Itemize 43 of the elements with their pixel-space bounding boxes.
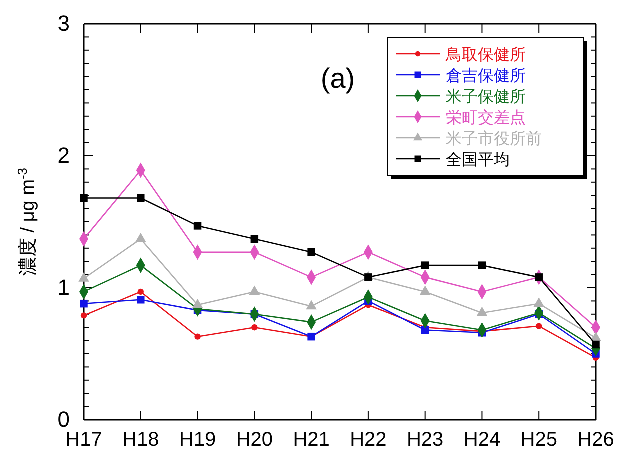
point <box>252 324 258 331</box>
point <box>250 235 259 244</box>
point <box>80 300 88 308</box>
x-tick-label: H21 <box>293 429 330 452</box>
point <box>421 262 430 270</box>
point <box>308 248 316 256</box>
x-tick-label: H25 <box>520 429 558 452</box>
legend-label: 全国平均 <box>446 152 510 169</box>
point <box>192 298 204 308</box>
x-tick-label: H23 <box>406 429 444 452</box>
point <box>306 300 317 310</box>
point <box>249 286 260 296</box>
point <box>78 272 90 282</box>
x-tick-label: H22 <box>350 429 387 452</box>
point <box>534 298 544 307</box>
point <box>592 340 600 349</box>
x-tick-label: H20 <box>236 429 274 452</box>
point <box>137 194 145 202</box>
point <box>138 288 144 296</box>
point <box>80 312 88 319</box>
point <box>364 274 372 282</box>
legend-label: 米子市役所前 <box>446 130 542 148</box>
point <box>590 332 602 342</box>
point <box>476 306 488 316</box>
point <box>420 286 431 296</box>
point <box>536 323 542 330</box>
legend-label: 鳥取保健所 <box>445 46 526 64</box>
x-tick-label: H24 <box>464 429 501 452</box>
y-tick-label: 2 <box>58 143 70 168</box>
y-tick-label: 3 <box>58 11 70 36</box>
legend-label: 倉吉保健所 <box>446 67 526 85</box>
annotation: (a) <box>320 63 356 94</box>
point <box>136 232 146 242</box>
x-tick-label: H26 <box>578 429 614 452</box>
x-tick-label: H19 <box>179 429 216 452</box>
point <box>478 262 486 270</box>
point <box>194 222 202 230</box>
x-tick-label: H18 <box>122 429 160 452</box>
point <box>194 334 201 340</box>
point <box>137 296 145 304</box>
legend-label: 栄町交差点 <box>446 109 526 127</box>
y-tick-label: 1 <box>58 275 70 300</box>
legend-label: 米子保健所 <box>446 88 526 106</box>
